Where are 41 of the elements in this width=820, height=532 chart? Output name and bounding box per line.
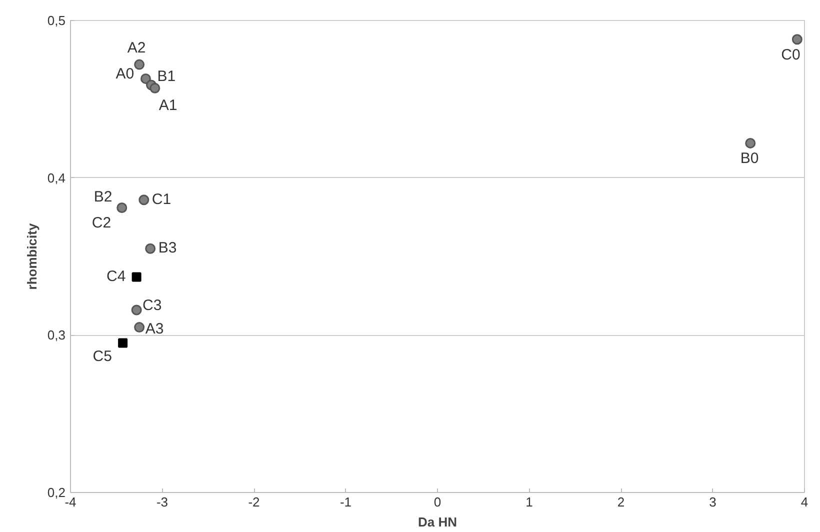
annotation: B2 (94, 188, 112, 206)
y-axis-title: rhombicity (24, 222, 40, 290)
annotation: A2 (127, 40, 146, 57)
point (792, 34, 802, 45)
point (132, 272, 142, 282)
annotation: C4 (106, 268, 126, 285)
y-tick-label: 0,4 (47, 170, 66, 186)
point (150, 82, 160, 94)
annotation: C2 (92, 214, 112, 232)
annotation: B3 (158, 240, 177, 257)
annotation: A1 (158, 97, 178, 114)
point (134, 322, 145, 333)
x-tick-label: 4 (800, 494, 808, 510)
annotation: B0 (740, 150, 759, 168)
annotation: A0 (116, 66, 134, 83)
y-tick-label: 0,5 (47, 13, 66, 28)
x-tick-label: -1 (340, 494, 352, 510)
point (131, 304, 142, 316)
annotation: C0 (781, 46, 800, 64)
annotation: A3 (145, 320, 164, 338)
point (745, 138, 756, 148)
point (138, 194, 150, 206)
annotation: C5 (92, 348, 112, 366)
annotation: C3 (142, 296, 162, 314)
x-tick-label: -2 (248, 494, 260, 510)
annotation: C1 (152, 190, 172, 208)
y-tick-label: 0,2 (47, 485, 66, 500)
point (116, 202, 128, 213)
point (134, 59, 145, 70)
point (140, 73, 151, 84)
x-tick-label: 0 (434, 494, 442, 510)
point (118, 338, 128, 348)
x-tick-label: -4 (64, 494, 76, 510)
annotation: B1 (157, 68, 176, 86)
x-tick-label: 2 (617, 494, 625, 510)
x-tick-label: 3 (709, 494, 716, 510)
y-tick-label: 0,3 (47, 328, 66, 343)
x-tick-label: 1 (526, 494, 533, 510)
point (145, 243, 156, 254)
x-axis-title: Da HN (418, 514, 458, 530)
x-tick-label: -3 (156, 494, 168, 510)
